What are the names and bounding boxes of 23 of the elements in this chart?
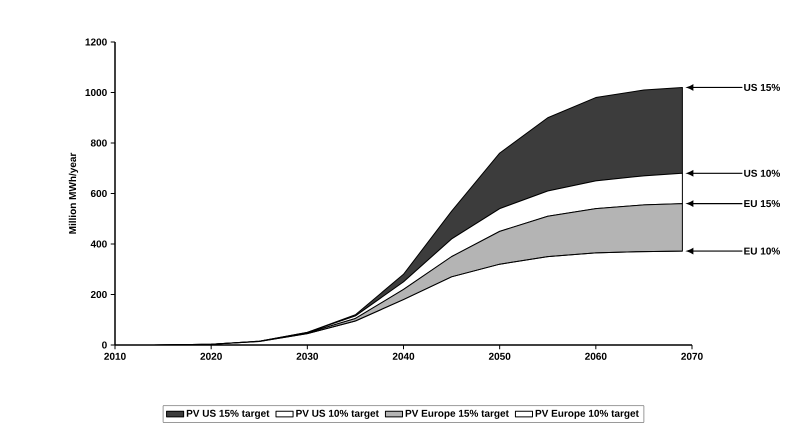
text: US 15% <box>744 84 780 91</box>
x-tick-label: 2060 <box>585 352 607 360</box>
x-tick-label: 2010 <box>104 352 126 360</box>
legend-label: PV US 15% target <box>186 410 270 419</box>
y-tick-label: 0 <box>102 341 107 349</box>
x-tick-label: 2030 <box>296 352 318 360</box>
x-tick-label: 2050 <box>488 352 510 360</box>
y-tick-label: 600 <box>90 190 107 198</box>
legend-label: PV Europe 15% target <box>406 410 509 419</box>
x-tick-label: 2020 <box>200 352 222 360</box>
y-tick-label: 400 <box>90 240 107 248</box>
text: EU 10% <box>744 248 780 255</box>
text: US 10% <box>744 170 780 177</box>
legend-label: PV Europe 10% target <box>536 410 639 419</box>
y-tick-label: 1200 <box>86 38 107 46</box>
x-tick-label: 2040 <box>392 352 414 360</box>
text: EU 15% <box>744 200 780 208</box>
y-axis-title: Million MWh/year <box>68 152 78 234</box>
y-tick-label: 200 <box>90 290 107 298</box>
x-tick-label: 2070 <box>681 352 703 360</box>
y-tick-label: 800 <box>90 139 107 147</box>
legend-label: PV US 10% target <box>296 410 379 419</box>
y-tick-label: 1000 <box>86 88 107 96</box>
